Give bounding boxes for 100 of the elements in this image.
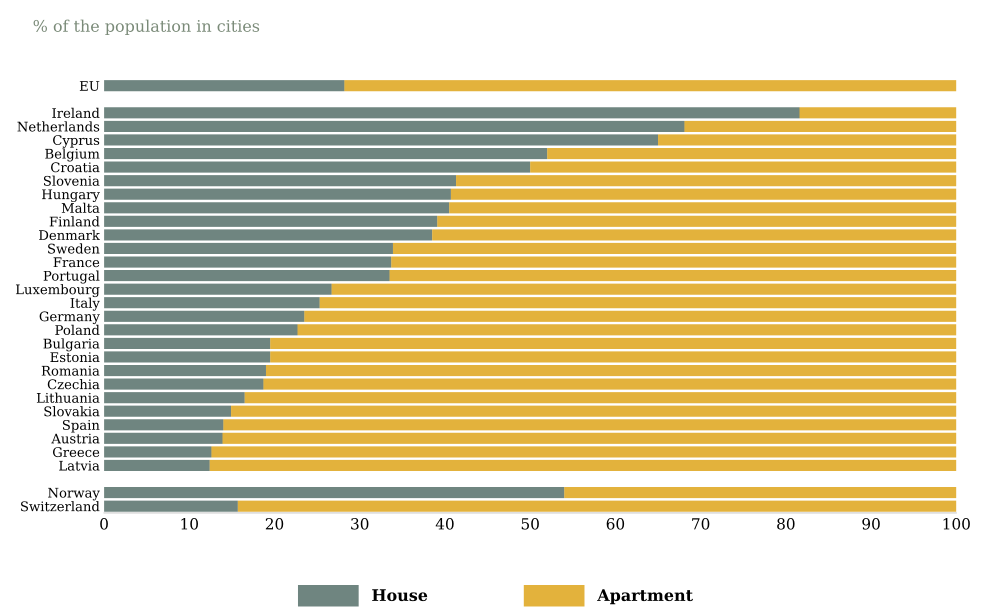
bar (104, 460, 210, 472)
bar (263, 378, 956, 390)
y-tick-label: France (54, 257, 100, 268)
bar (320, 297, 956, 308)
x-tick-label: 80 (777, 518, 795, 530)
y-tick-label: Slovakia (44, 406, 100, 416)
bar (104, 202, 450, 214)
bar (104, 324, 298, 336)
y-tick-label: Germany (40, 311, 100, 324)
bar (104, 378, 264, 390)
y-tick-label: Norway (48, 488, 100, 500)
x-tick-label: 50 (522, 518, 539, 530)
y-tick-label: Spain (62, 420, 100, 433)
y-tick-label: Greece (52, 447, 100, 458)
bar (104, 148, 548, 160)
bar (344, 80, 956, 92)
y-tick-label: Denmark (39, 230, 100, 240)
bar (211, 446, 956, 458)
bar (104, 446, 212, 458)
bar (432, 229, 956, 240)
y-tick-label: Portugal (44, 270, 100, 284)
bar (104, 216, 438, 227)
x-tick-label: 0 (100, 518, 108, 530)
y-tick-label: Romania (42, 366, 100, 376)
bar (391, 256, 956, 268)
bar (450, 188, 956, 200)
bar (104, 270, 390, 282)
bar (104, 419, 224, 430)
y-tick-label: Hungary (42, 189, 100, 202)
bar (104, 310, 304, 322)
bar (104, 242, 393, 254)
y-tick-label: Bulgaria (43, 338, 100, 352)
bar (684, 120, 956, 132)
bar (266, 364, 956, 376)
bar (332, 284, 956, 295)
bar (658, 134, 956, 146)
y-tick-label: EU (80, 81, 100, 91)
bar (104, 256, 392, 268)
x-tick-label: 20 (266, 518, 284, 530)
bar (298, 324, 956, 336)
bar (104, 162, 530, 173)
bar (104, 432, 223, 444)
bar (456, 175, 956, 186)
bar (104, 406, 232, 417)
bar (104, 175, 456, 186)
bar (238, 500, 956, 512)
x-tick-label: 40 (436, 518, 454, 530)
bar (104, 188, 451, 200)
bar (104, 364, 266, 376)
y-tick-label: Italy (70, 298, 100, 311)
bar (449, 202, 956, 214)
bar (104, 120, 684, 132)
bar (304, 310, 956, 322)
y-tick-label: Latvia (59, 460, 100, 471)
bar (104, 80, 344, 92)
bar (223, 419, 956, 430)
y-tick-label: Luxembourg (16, 284, 100, 298)
x-tick-label: 70 (692, 518, 710, 530)
bar (270, 338, 956, 349)
bar (530, 162, 956, 173)
y-tick-label: Netherlands (17, 121, 100, 132)
y-tick-label: Slovenia (44, 176, 100, 186)
bar (104, 351, 270, 363)
bar (104, 338, 270, 349)
bar (437, 216, 956, 227)
bar (210, 460, 956, 472)
y-tick-label: Czechia (48, 379, 100, 390)
bar (270, 351, 956, 363)
bar (104, 500, 238, 512)
y-tick-label: Malta (62, 202, 100, 213)
bar (231, 406, 956, 417)
bar (104, 392, 245, 404)
y-tick-label: Estonia (50, 352, 100, 362)
y-tick-label: Poland (55, 324, 100, 336)
legend-label: House (372, 589, 428, 602)
y-tick-label: Austria (51, 434, 100, 444)
y-tick-label: Cyprus (53, 135, 100, 148)
bar (104, 487, 564, 498)
chart-title: % of the population in cities (34, 20, 260, 36)
x-tick-label: 10 (181, 518, 198, 530)
y-tick-label: Finland (50, 216, 100, 227)
y-tick-label: Belgium (45, 148, 100, 162)
legend-label: Apartment (597, 589, 693, 604)
bar (390, 270, 956, 282)
y-tick-label: Croatia (51, 162, 100, 172)
y-tick-label: Ireland (52, 108, 100, 118)
x-tick-label: 60 (606, 518, 624, 530)
bar (104, 229, 432, 240)
bar (800, 107, 956, 118)
bar (244, 392, 956, 404)
bar (104, 284, 332, 295)
bar (547, 148, 956, 160)
bar (104, 297, 320, 308)
bar (564, 487, 956, 498)
y-tick-label: Lithuania (36, 392, 100, 403)
x-tick-label: 100 (944, 518, 970, 530)
x-tick-label: 90 (862, 518, 880, 530)
y-tick-label: Switzerland (21, 501, 100, 512)
bar (392, 242, 956, 254)
x-tick-label: 30 (351, 518, 368, 530)
